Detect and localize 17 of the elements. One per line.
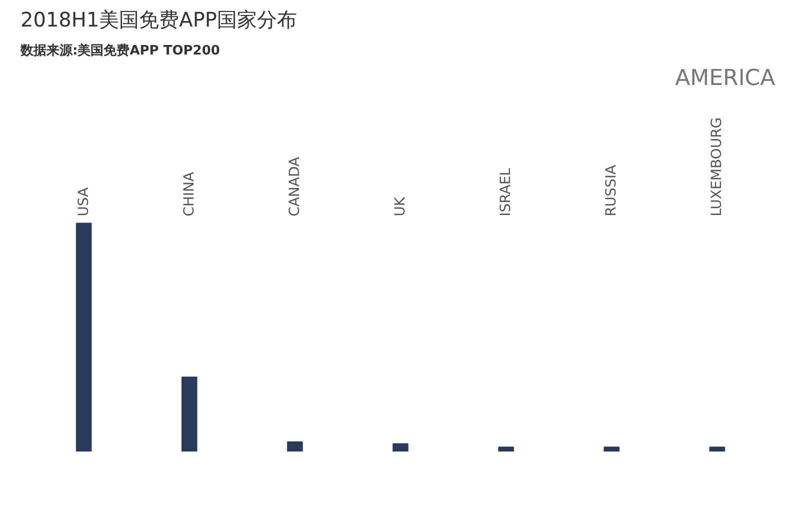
x-tick-label: CANADA — [286, 156, 303, 216]
chart-subtitle: 数据来源:美国免费APP TOP200 — [20, 42, 220, 58]
bar — [392, 443, 408, 452]
chart-title: 2018H1美国免费APP国家分布 — [20, 8, 297, 32]
x-tick-label: CHINA — [181, 172, 198, 216]
text: AMERICA — [675, 66, 776, 91]
x-tick-label: UK — [392, 196, 408, 216]
x-tick-label: ISRAEL — [498, 168, 514, 216]
bar — [498, 446, 514, 452]
x-tick-label: USA — [76, 187, 92, 216]
bar — [182, 376, 198, 452]
x-tick-label: LUXEMBOURG — [709, 117, 726, 216]
x-tick-label: RUSSIA — [604, 164, 620, 216]
bar — [604, 446, 620, 452]
bar — [76, 222, 92, 452]
bar — [709, 446, 726, 452]
bar — [287, 441, 303, 452]
